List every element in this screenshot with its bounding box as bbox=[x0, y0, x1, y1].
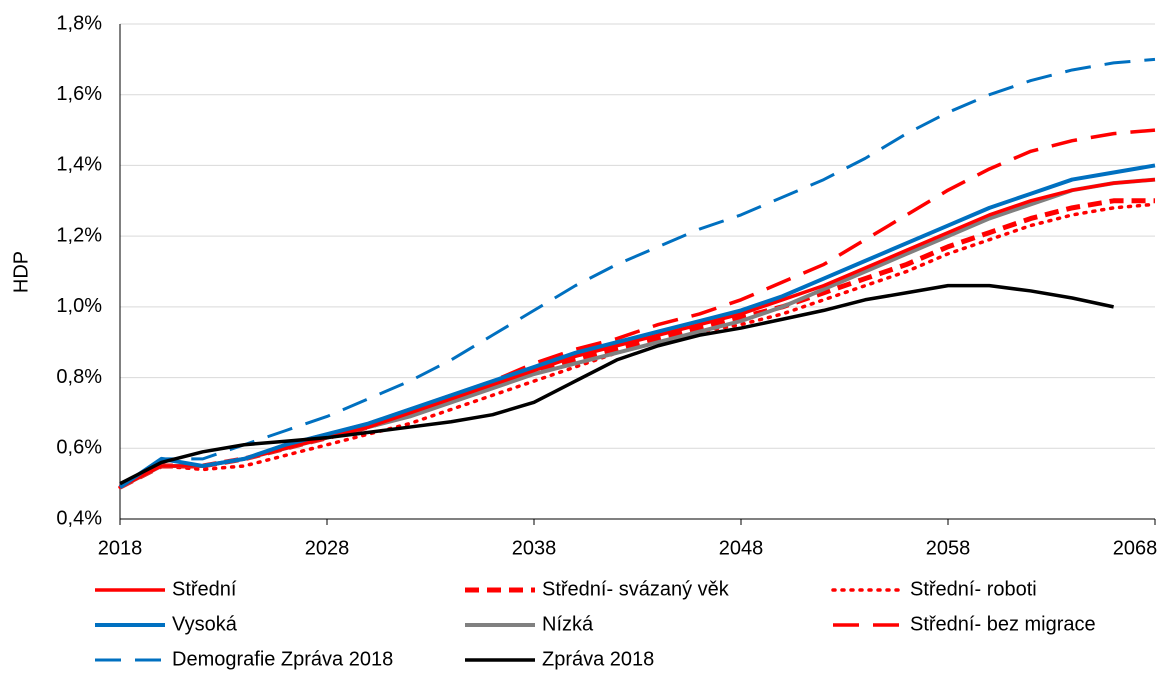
y-tick-label: 0,6% bbox=[56, 437, 102, 459]
series-line bbox=[118, 198, 1155, 490]
legend-label: Zpráva 2018 bbox=[542, 648, 654, 670]
x-tick-label: 2028 bbox=[305, 537, 350, 559]
series-line bbox=[119, 177, 1156, 489]
legend-label: Střední- roboti bbox=[910, 578, 1037, 600]
series-line bbox=[118, 163, 1156, 489]
y-tick-label: 1,8% bbox=[56, 12, 102, 34]
y-tick-label: 1,4% bbox=[56, 154, 102, 176]
x-tick-label: 2038 bbox=[512, 537, 557, 559]
y-tick-label: 1,6% bbox=[56, 83, 102, 105]
series-line bbox=[119, 283, 1114, 486]
legend-label: Střední- bez migrace bbox=[910, 613, 1096, 635]
legend-label: Demografie Zpráva 2018 bbox=[172, 648, 393, 670]
legend-label: Střední bbox=[172, 578, 237, 600]
x-tick-label: 2068 bbox=[1113, 537, 1158, 559]
y-tick-label: 1,0% bbox=[56, 295, 102, 317]
y-tick-label: 0,8% bbox=[56, 366, 102, 388]
x-tick-label: 2048 bbox=[719, 537, 764, 559]
x-tick-label: 2018 bbox=[98, 537, 143, 559]
legend-label: Nízká bbox=[542, 613, 594, 635]
x-tick-label: 2058 bbox=[926, 537, 971, 559]
legend-label: Vysoká bbox=[172, 613, 238, 635]
legend-label: Střední- svázaný věk bbox=[542, 578, 730, 600]
series-line bbox=[119, 57, 1156, 489]
y-axis-label: HDP bbox=[10, 251, 32, 293]
y-tick-label: 1,2% bbox=[56, 224, 102, 246]
y-tick-label: 0,4% bbox=[56, 507, 102, 529]
